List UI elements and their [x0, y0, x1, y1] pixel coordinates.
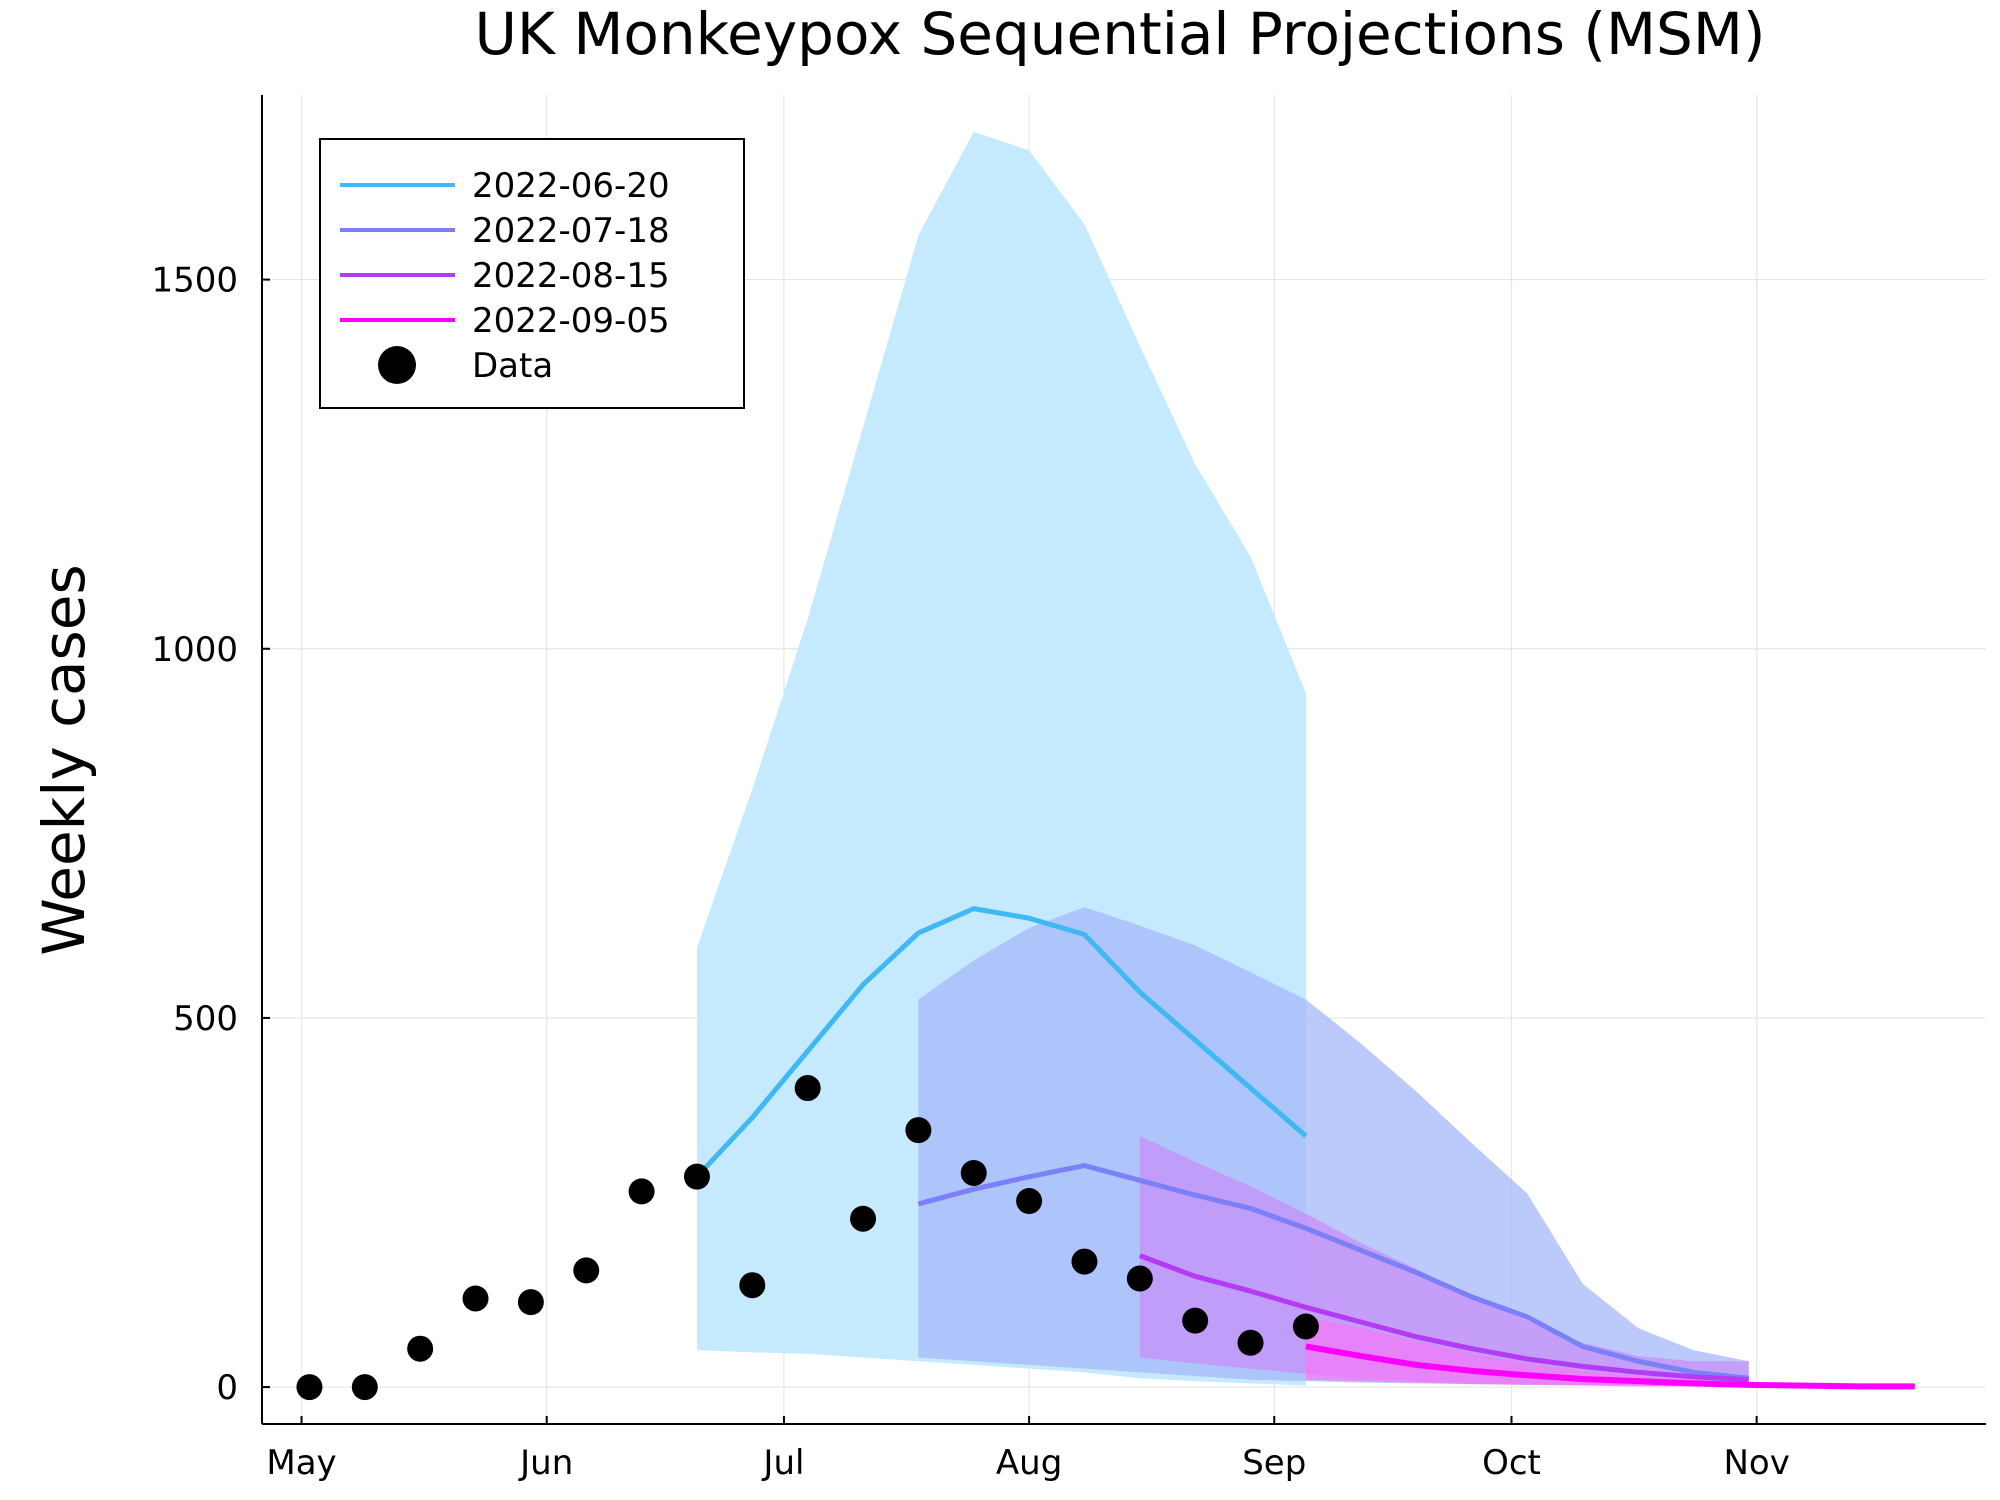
y-axis-label: Weekly cases: [30, 564, 98, 955]
x-tick-label: Jul: [761, 1443, 804, 1483]
data-point: [794, 1075, 821, 1102]
chart-title: UK Monkeypox Sequential Projections (MSM…: [474, 0, 1765, 68]
data-point: [1016, 1188, 1043, 1215]
y-tick-label: 1000: [151, 630, 238, 670]
data-point: [628, 1178, 655, 1205]
x-tick-label: Aug: [996, 1443, 1062, 1483]
data-point: [462, 1285, 489, 1312]
legend: 2022-06-20 2022-07-18 2022-08-15 2022-09-05…: [319, 138, 745, 409]
y-tick-label: 0: [216, 1368, 238, 1408]
legend-label: 2022-06-20: [472, 166, 670, 206]
data-point: [1182, 1307, 1209, 1334]
band-2022-07-18: [918, 907, 1749, 1387]
legend-label: 2022-07-18: [472, 211, 670, 251]
y-tick-label: 1500: [151, 261, 238, 301]
projection-lines: [695, 906, 1915, 1390]
data-point: [1071, 1248, 1098, 1275]
x-tick-label: Oct: [1482, 1443, 1541, 1483]
band-2022-08-15: [1139, 1136, 1749, 1387]
line-2022-06-20: [695, 906, 1308, 1179]
legend-swatch-data: [378, 346, 416, 384]
legend-label: Data: [472, 346, 553, 386]
axes: [261, 95, 1986, 1425]
line-2022-08-15: [1138, 1253, 1749, 1383]
y-ticks: 0 500 1000 1500: [151, 261, 270, 1408]
data-point: [739, 1272, 766, 1299]
data-point: [407, 1335, 434, 1362]
data-point: [573, 1257, 600, 1284]
legend-label: 2022-09-05: [472, 301, 670, 341]
legend-label: 2022-08-15: [472, 256, 670, 296]
data-point: [960, 1159, 987, 1186]
x-tick-label: Jun: [518, 1443, 573, 1483]
data-point: [517, 1289, 544, 1316]
data-point: [296, 1374, 323, 1401]
y-tick-label: 500: [173, 999, 238, 1039]
data-point: [351, 1374, 378, 1401]
x-tick-label: Sep: [1242, 1443, 1306, 1483]
data-point: [1237, 1329, 1264, 1356]
x-ticks: May Jun Jul Aug Sep Oct Nov: [266, 1416, 1790, 1483]
line-2022-07-18: [917, 1163, 1750, 1381]
data-point: [1126, 1265, 1153, 1292]
data-point: [905, 1117, 932, 1144]
data-point: [850, 1205, 877, 1232]
x-tick-label: May: [266, 1443, 336, 1483]
x-tick-label: Nov: [1723, 1443, 1789, 1483]
uncertainty-bands: [696, 131, 1915, 1388]
data-point: [1292, 1313, 1319, 1340]
data-points: [296, 1075, 1319, 1401]
data-point: [683, 1163, 710, 1190]
line-2022-09-05: [1305, 1343, 1915, 1390]
